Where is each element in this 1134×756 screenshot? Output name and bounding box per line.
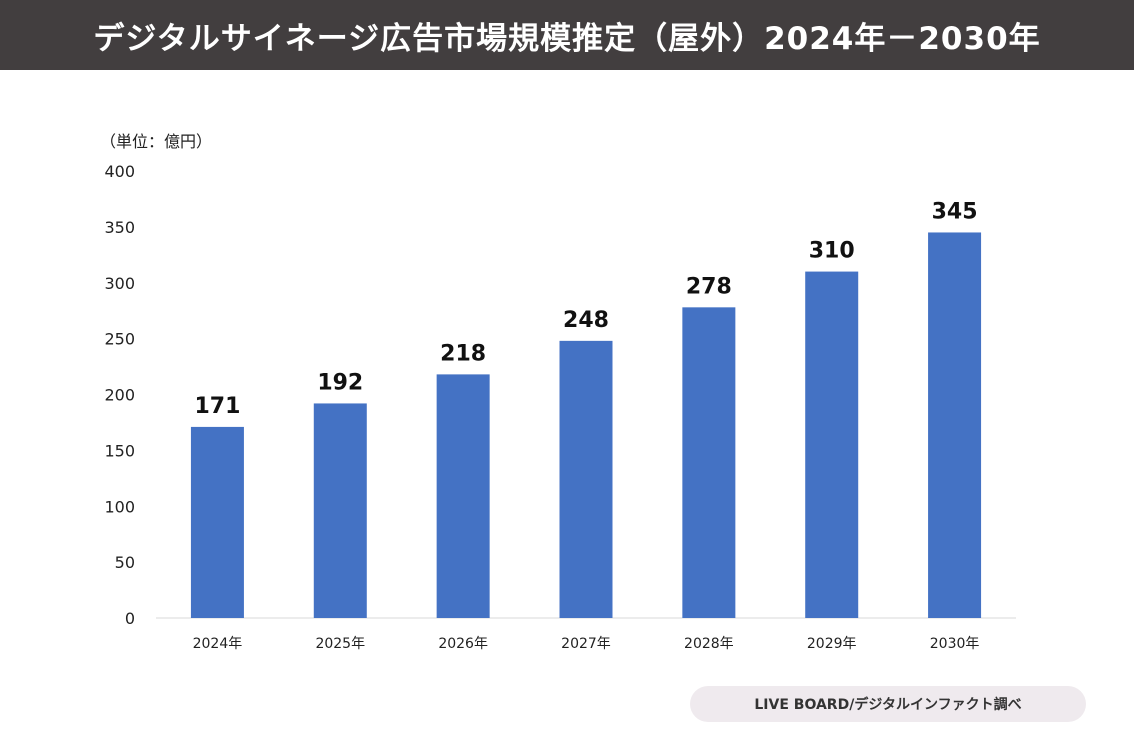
data-label: 345: [932, 199, 978, 224]
x-tick-label: 2025年: [315, 636, 365, 652]
data-label: 310: [809, 239, 855, 264]
source-badge: LIVE BOARD/デジタルインファクト調べ: [690, 686, 1086, 722]
bar: [682, 307, 736, 618]
y-tick-label: 0: [125, 609, 135, 628]
x-tick-label: 2028年: [684, 636, 734, 652]
bar: [190, 426, 244, 618]
x-tick-label: 2030年: [930, 636, 980, 652]
y-tick-label: 150: [104, 441, 135, 460]
bar: [805, 271, 859, 618]
page-title: デジタルサイネージ広告市場規模推定（屋外）2024年－2030年: [93, 20, 1041, 57]
y-tick-label: 200: [104, 386, 135, 405]
x-tick-label: 2024年: [193, 636, 243, 652]
x-tick-label: 2027年: [561, 636, 611, 652]
y-tick-label: 300: [104, 274, 135, 293]
data-label: 218: [440, 341, 486, 366]
y-tick-label: 400: [104, 162, 135, 181]
header-bar: デジタルサイネージ広告市場規模推定（屋外）2024年－2030年: [0, 0, 1134, 70]
bar: [928, 232, 982, 618]
bar: [559, 340, 613, 618]
bar: [436, 374, 490, 618]
unit-label: （単位：億円）: [100, 132, 213, 151]
y-tick-label: 350: [104, 218, 135, 237]
y-tick-label: 250: [104, 330, 135, 349]
data-label: 171: [194, 394, 240, 419]
data-label: 248: [563, 308, 609, 333]
y-tick-label: 100: [104, 497, 135, 516]
x-tick-label: 2026年: [438, 636, 488, 652]
bar: [313, 403, 367, 618]
x-tick-label: 2029年: [807, 636, 857, 652]
data-label: 192: [317, 370, 363, 395]
y-tick-label: 50: [115, 553, 135, 572]
data-label: 278: [686, 274, 732, 299]
